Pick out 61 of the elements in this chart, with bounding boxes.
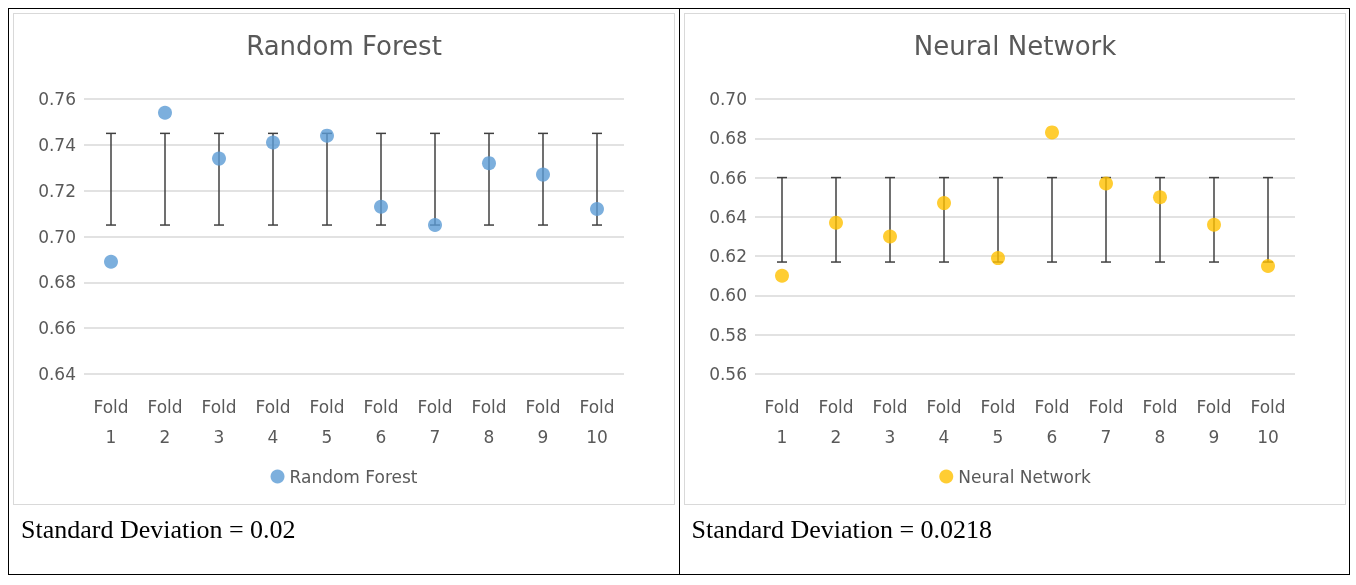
y-tick-label: 0.70 <box>708 89 747 109</box>
x-tick-label: Fold 2 <box>817 397 854 447</box>
point <box>104 254 118 269</box>
y-tick-label: 0.72 <box>38 180 76 201</box>
y-tick-label: 0.74 <box>38 134 76 155</box>
x-tick-label: Fold 7 <box>1087 397 1124 447</box>
x-tick-label: Fold 10 <box>1249 397 1286 447</box>
x-tick-label: Fold 2 <box>147 397 183 447</box>
y-tick-label: 0.64 <box>38 364 76 384</box>
x-tick-label: Fold 1 <box>763 397 800 447</box>
point <box>1098 176 1113 191</box>
legend-label: Neural Network <box>957 466 1091 487</box>
y-tick-label: 0.66 <box>38 318 76 339</box>
point <box>212 151 226 166</box>
x-tick-label: Fold 5 <box>979 397 1016 447</box>
point <box>536 167 550 182</box>
chart-title: Neural Network <box>913 31 1116 61</box>
point <box>374 199 388 214</box>
y-tick-label: 0.60 <box>708 285 747 306</box>
y-tick-label: 0.62 <box>708 246 747 267</box>
y-tick-label: 0.66 <box>708 167 747 188</box>
x-tick-label: Fold 8 <box>1141 397 1178 447</box>
point <box>482 156 496 171</box>
x-tick-label: Fold 4 <box>925 397 962 447</box>
point <box>266 135 280 150</box>
text: Standard Deviation = 0.0218 <box>691 515 994 545</box>
x-tick-label: Fold 3 <box>201 397 237 447</box>
x-tick-label: Fold 9 <box>525 397 561 447</box>
x-tick-label: Fold 9 <box>1195 397 1232 447</box>
x-tick-label: Fold 6 <box>363 397 399 447</box>
y-tick-label: 0.76 <box>38 89 76 109</box>
x-tick-label: Fold 5 <box>309 397 345 447</box>
x-tick-label: Fold 4 <box>255 397 291 447</box>
point <box>882 229 897 244</box>
point <box>828 215 843 230</box>
chart-title: Random Forest <box>246 31 442 61</box>
point <box>1206 217 1221 232</box>
text: Standard Deviation = 0.02 <box>21 515 297 545</box>
y-tick-label: 0.64 <box>708 206 747 227</box>
point <box>1044 125 1059 140</box>
y-tick-label: 0.56 <box>708 364 747 384</box>
y-tick-label: 0.68 <box>38 272 76 293</box>
y-tick-label: 0.58 <box>708 324 747 345</box>
x-tick-label: Fold 7 <box>417 397 453 447</box>
x-tick-label: Fold 8 <box>471 397 507 447</box>
point <box>428 218 442 233</box>
x-tick-label: Fold 6 <box>1033 397 1070 447</box>
point <box>774 268 789 283</box>
point <box>320 128 334 143</box>
point <box>990 251 1005 266</box>
legend-label: Random Forest <box>289 466 418 487</box>
y-tick-label: 0.70 <box>38 226 76 247</box>
point <box>158 105 172 120</box>
point <box>936 196 951 211</box>
y-tick-label: 0.68 <box>708 128 747 149</box>
x-tick-label: Fold 1 <box>93 397 129 447</box>
x-tick-label: Fold 3 <box>871 397 908 447</box>
x-tick-label: Fold 10 <box>579 397 615 447</box>
point <box>1152 190 1167 205</box>
point <box>1260 258 1275 273</box>
point <box>590 202 604 216</box>
